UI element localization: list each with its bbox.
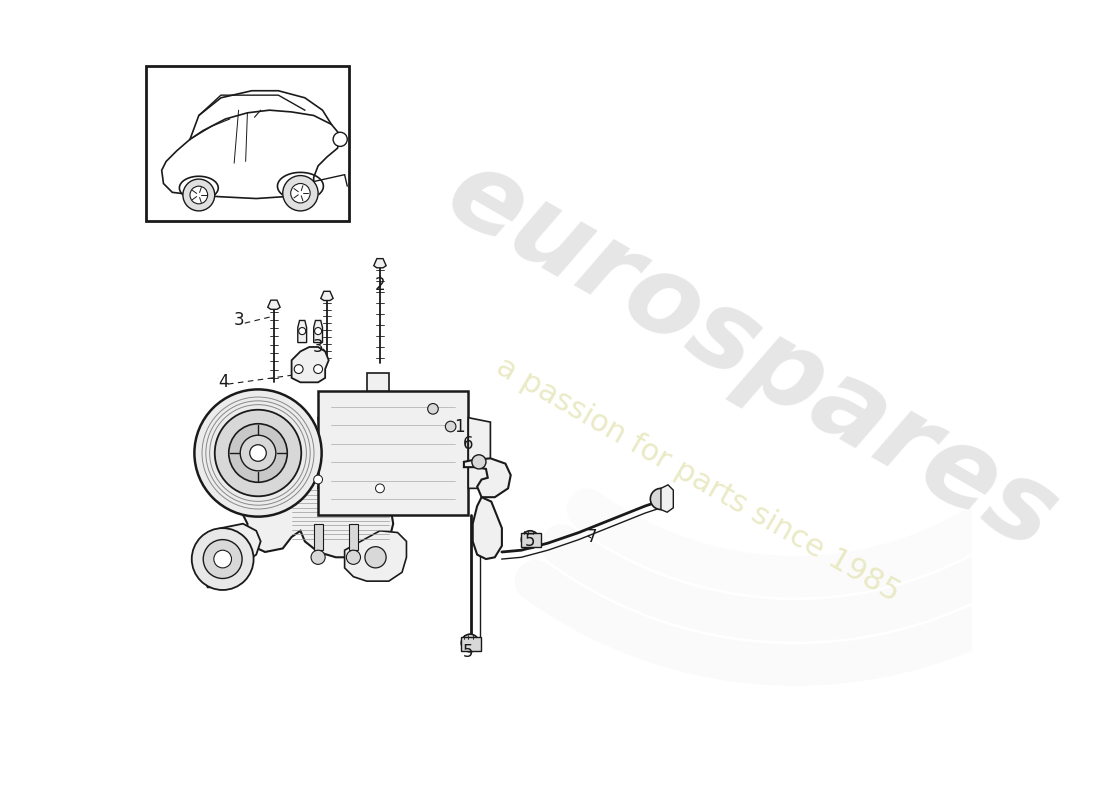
Circle shape [314, 475, 322, 484]
Circle shape [375, 484, 384, 493]
Bar [349, 524, 358, 550]
Text: a passion for parts since 1985: a passion for parts since 1985 [491, 352, 905, 607]
Circle shape [650, 488, 671, 510]
Circle shape [195, 390, 321, 517]
Circle shape [472, 454, 486, 469]
Text: 3: 3 [233, 311, 244, 330]
Circle shape [229, 424, 287, 482]
Circle shape [461, 634, 478, 652]
Circle shape [191, 528, 254, 590]
Polygon shape [243, 475, 393, 558]
Polygon shape [469, 418, 491, 488]
Polygon shape [162, 110, 340, 198]
Polygon shape [321, 291, 333, 301]
Circle shape [270, 482, 278, 491]
Circle shape [190, 186, 208, 204]
Circle shape [240, 435, 276, 471]
Circle shape [314, 365, 322, 374]
Polygon shape [314, 321, 322, 342]
Bar [461, 637, 481, 651]
Circle shape [213, 550, 231, 568]
Polygon shape [292, 347, 329, 382]
Polygon shape [267, 300, 280, 310]
Circle shape [333, 132, 348, 146]
Polygon shape [473, 497, 502, 559]
Polygon shape [661, 485, 673, 512]
Polygon shape [318, 391, 469, 515]
Bar [314, 524, 322, 550]
Circle shape [311, 550, 326, 564]
Circle shape [365, 546, 386, 568]
Polygon shape [464, 458, 510, 497]
Text: 7: 7 [586, 528, 597, 546]
Text: 4: 4 [218, 374, 229, 391]
Circle shape [315, 327, 321, 334]
Text: 5: 5 [463, 643, 474, 661]
Text: 5: 5 [525, 532, 536, 550]
Circle shape [521, 530, 539, 549]
Circle shape [204, 540, 242, 578]
Circle shape [294, 365, 304, 374]
Text: eurospares: eurospares [428, 138, 1075, 573]
Circle shape [183, 179, 215, 211]
Circle shape [346, 550, 361, 564]
Circle shape [299, 327, 306, 334]
Polygon shape [199, 524, 261, 587]
Text: 2: 2 [375, 276, 385, 294]
Circle shape [250, 445, 266, 462]
Text: 3: 3 [312, 338, 323, 356]
Polygon shape [374, 258, 386, 268]
Text: 1: 1 [454, 418, 465, 435]
Polygon shape [344, 530, 407, 581]
Circle shape [290, 183, 310, 203]
Circle shape [428, 403, 438, 414]
Polygon shape [366, 374, 388, 391]
Circle shape [446, 422, 455, 432]
Polygon shape [298, 321, 307, 342]
Circle shape [283, 175, 318, 211]
Bar [521, 533, 541, 546]
Text: 6: 6 [463, 435, 474, 453]
Bar [146, 66, 349, 221]
Circle shape [214, 410, 301, 496]
